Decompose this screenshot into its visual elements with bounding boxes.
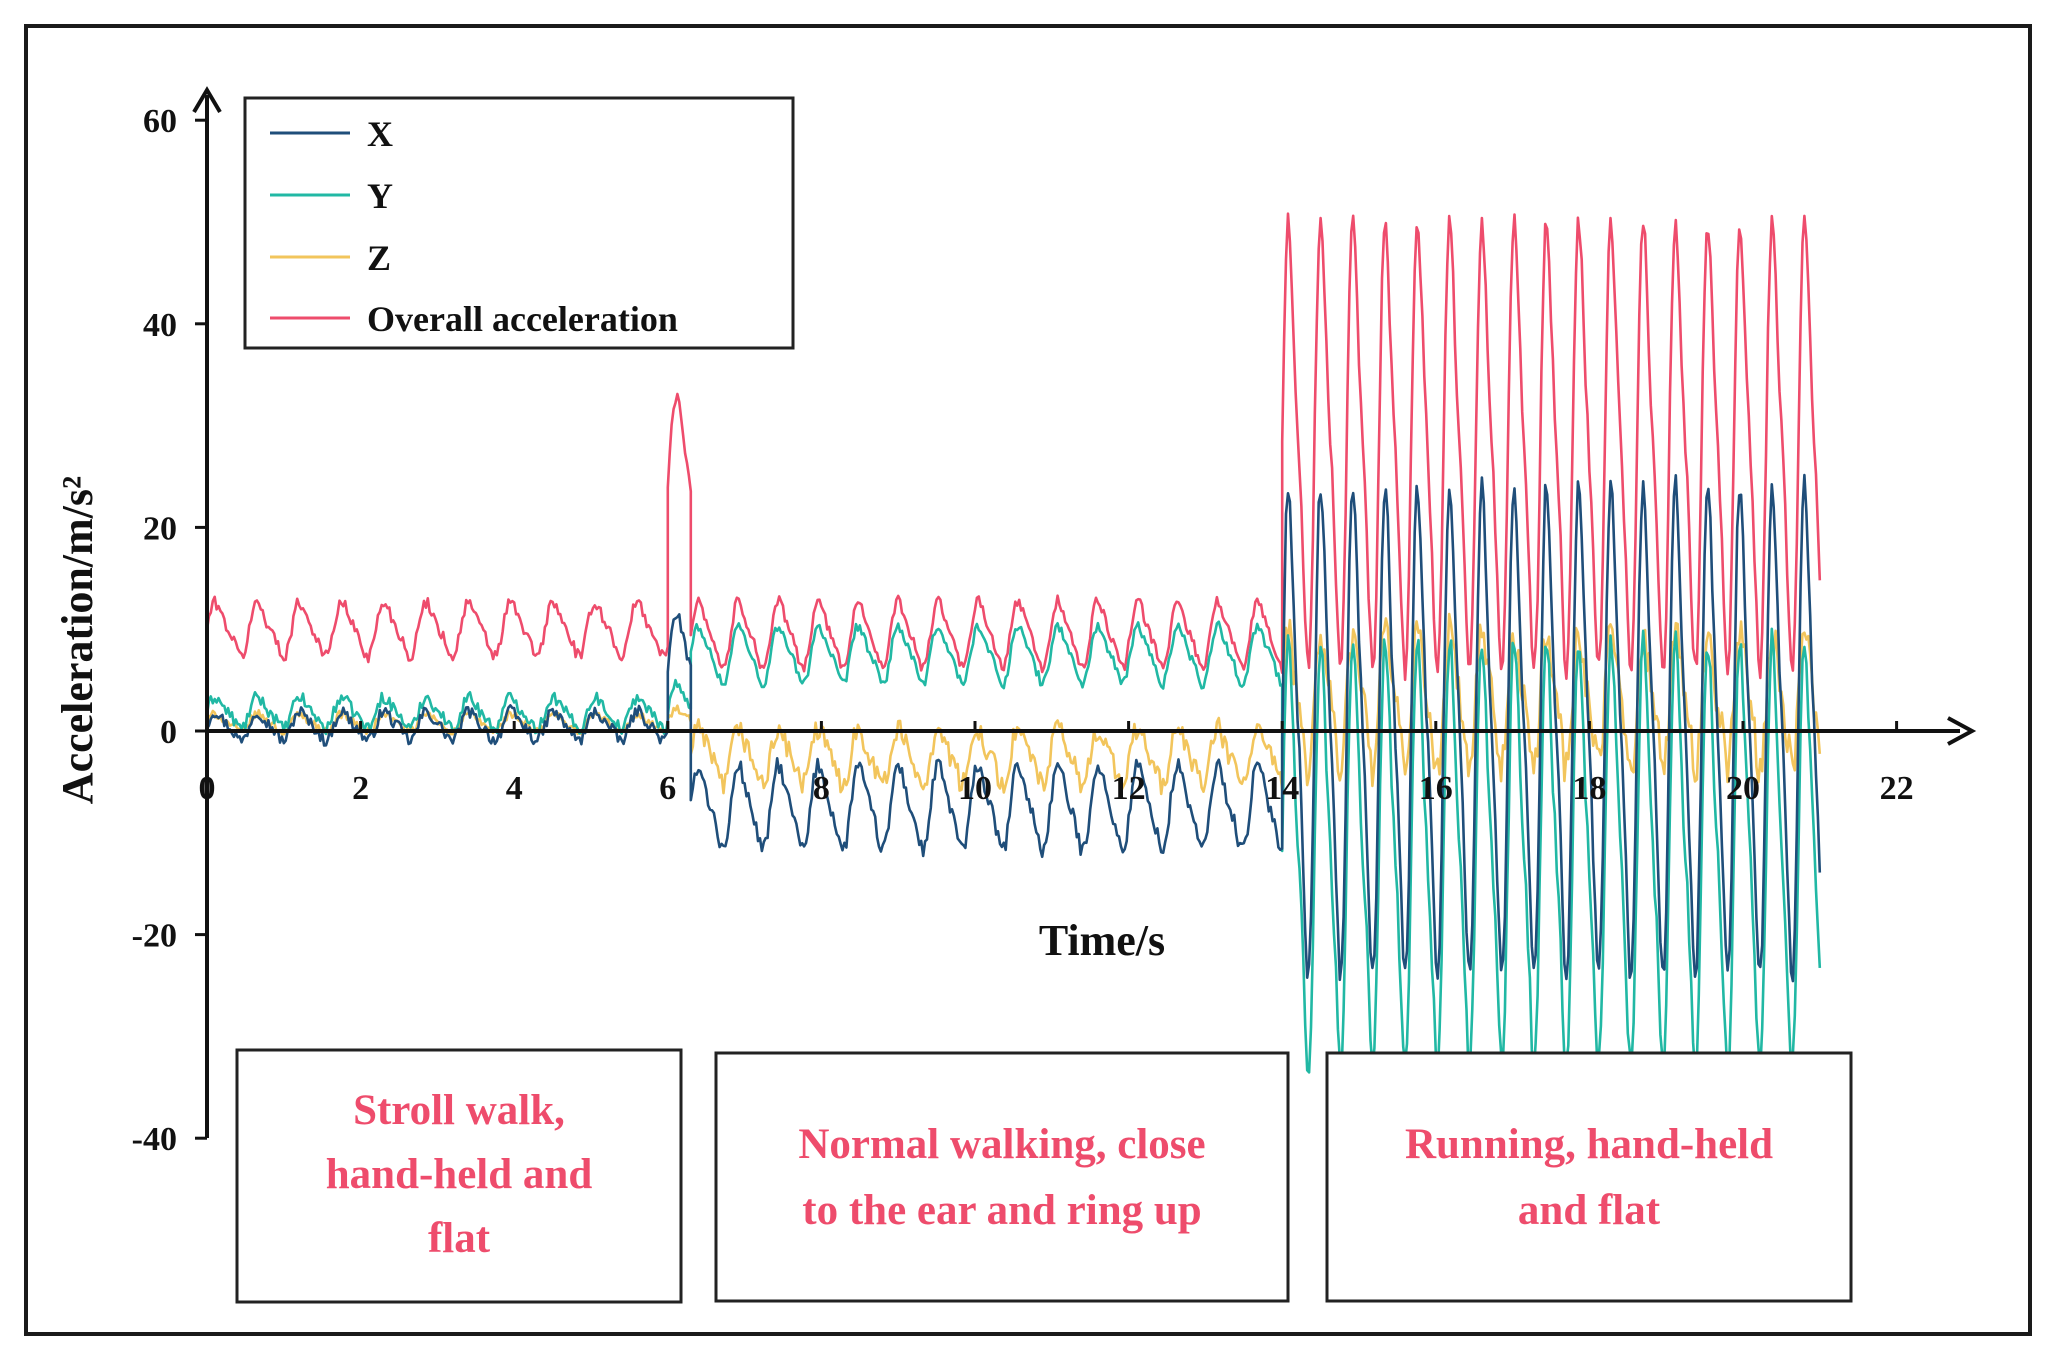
legend-box: [243, 96, 795, 350]
x-tick-label: 20: [1726, 770, 1760, 807]
x-axis-arrow: [1947, 716, 1977, 746]
axes: [192, 86, 1977, 1138]
annotation-box-walking: [714, 1051, 1290, 1303]
annotation-running-line-2: and flat: [1518, 1187, 1661, 1234]
annotation-stroll-line-3: flat: [428, 1215, 491, 1262]
series-line-y: [205, 620, 1822, 1081]
x-tick-label: 14: [1265, 770, 1299, 807]
annotation-running-line-1: Running, hand-held: [1405, 1121, 1773, 1168]
x-tick-label: 2: [352, 770, 369, 807]
legend-label-overall: Overall acceleration: [367, 299, 678, 339]
x-axis-title: Time/s: [1039, 916, 1165, 965]
y-tick-label: 60: [143, 103, 177, 140]
annotation-walking-line-1: Normal walking, close: [798, 1121, 1205, 1168]
legend: X Y Z Overall acceleration: [243, 96, 795, 350]
x-tick-label: 10: [958, 770, 992, 807]
series-line-overall: [205, 212, 1822, 682]
x-tick-label: 18: [1572, 770, 1606, 807]
annotation-box-stroll: [235, 1048, 683, 1304]
legend-label-x: X: [367, 114, 393, 154]
annotation-box-running: [1325, 1051, 1853, 1303]
annotation-stroll-line-2: hand-held and: [326, 1151, 593, 1198]
x-tick-label: 4: [506, 770, 523, 807]
y-axis-title: Acceleration/m/s²: [53, 476, 102, 804]
y-tick-label: -40: [132, 1121, 177, 1158]
x-tick-label: 6: [659, 770, 676, 807]
tick-layer: 0 2 4 6 8 10 12 14 16 18 20 22 60 40 20 0 -20 -40: [132, 103, 1914, 1158]
x-tick-label: 12: [1112, 770, 1146, 807]
annotation-stroll-line-1: Stroll walk,: [353, 1087, 565, 1134]
y-tick-label: 20: [143, 510, 177, 547]
annotation-walking-line-2: to the ear and ring up: [802, 1187, 1201, 1234]
x-tick-label: 0: [199, 770, 216, 807]
series-layer: [205, 212, 1822, 1081]
y-tick-label: -20: [132, 918, 177, 955]
y-tick-label: 0: [160, 714, 177, 751]
y-axis-arrow: [192, 86, 222, 114]
legend-label-z: Z: [367, 238, 391, 278]
x-tick-label: 8: [813, 770, 830, 807]
series-line-x: [205, 473, 1822, 983]
legend-label-y: Y: [367, 176, 393, 216]
annotations: Stroll walk, hand-held and flat Normal w…: [235, 1048, 1853, 1304]
y-tick-label: 40: [143, 307, 177, 344]
x-tick-label: 22: [1880, 770, 1914, 807]
x-tick-label: 16: [1419, 770, 1453, 807]
